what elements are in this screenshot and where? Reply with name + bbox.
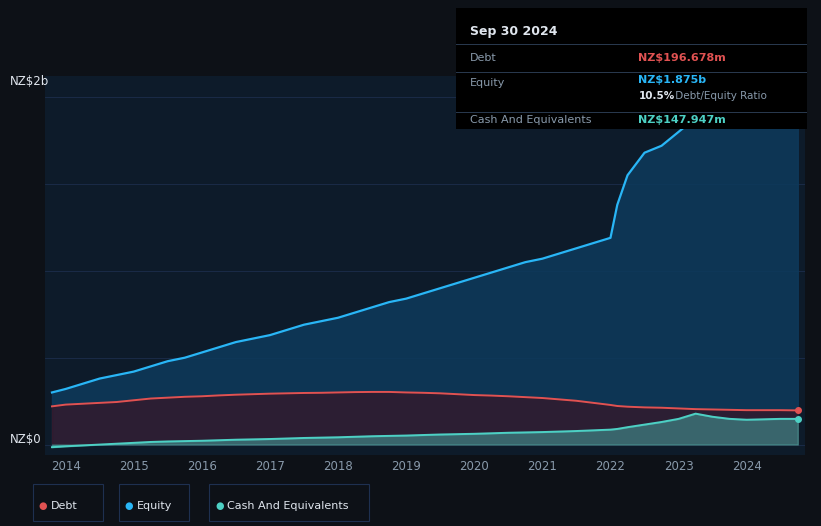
Text: Cash And Equivalents: Cash And Equivalents <box>227 501 349 511</box>
Text: 10.5%: 10.5% <box>639 91 675 101</box>
Text: ●: ● <box>39 501 47 511</box>
Text: Sep 30 2024: Sep 30 2024 <box>470 25 557 38</box>
Text: NZ$1.875b: NZ$1.875b <box>639 75 707 86</box>
Text: NZ$2b: NZ$2b <box>10 75 49 88</box>
Text: NZ$196.678m: NZ$196.678m <box>639 53 726 63</box>
Text: Equity: Equity <box>470 78 505 88</box>
Text: Debt: Debt <box>51 501 78 511</box>
Text: Equity: Equity <box>137 501 172 511</box>
Text: Debt: Debt <box>470 53 497 63</box>
Text: ●: ● <box>215 501 223 511</box>
Text: ●: ● <box>125 501 133 511</box>
Text: NZ$147.947m: NZ$147.947m <box>639 115 726 125</box>
Text: NZ$0: NZ$0 <box>10 433 42 446</box>
Text: Debt/Equity Ratio: Debt/Equity Ratio <box>672 91 768 101</box>
Text: Cash And Equivalents: Cash And Equivalents <box>470 115 591 125</box>
